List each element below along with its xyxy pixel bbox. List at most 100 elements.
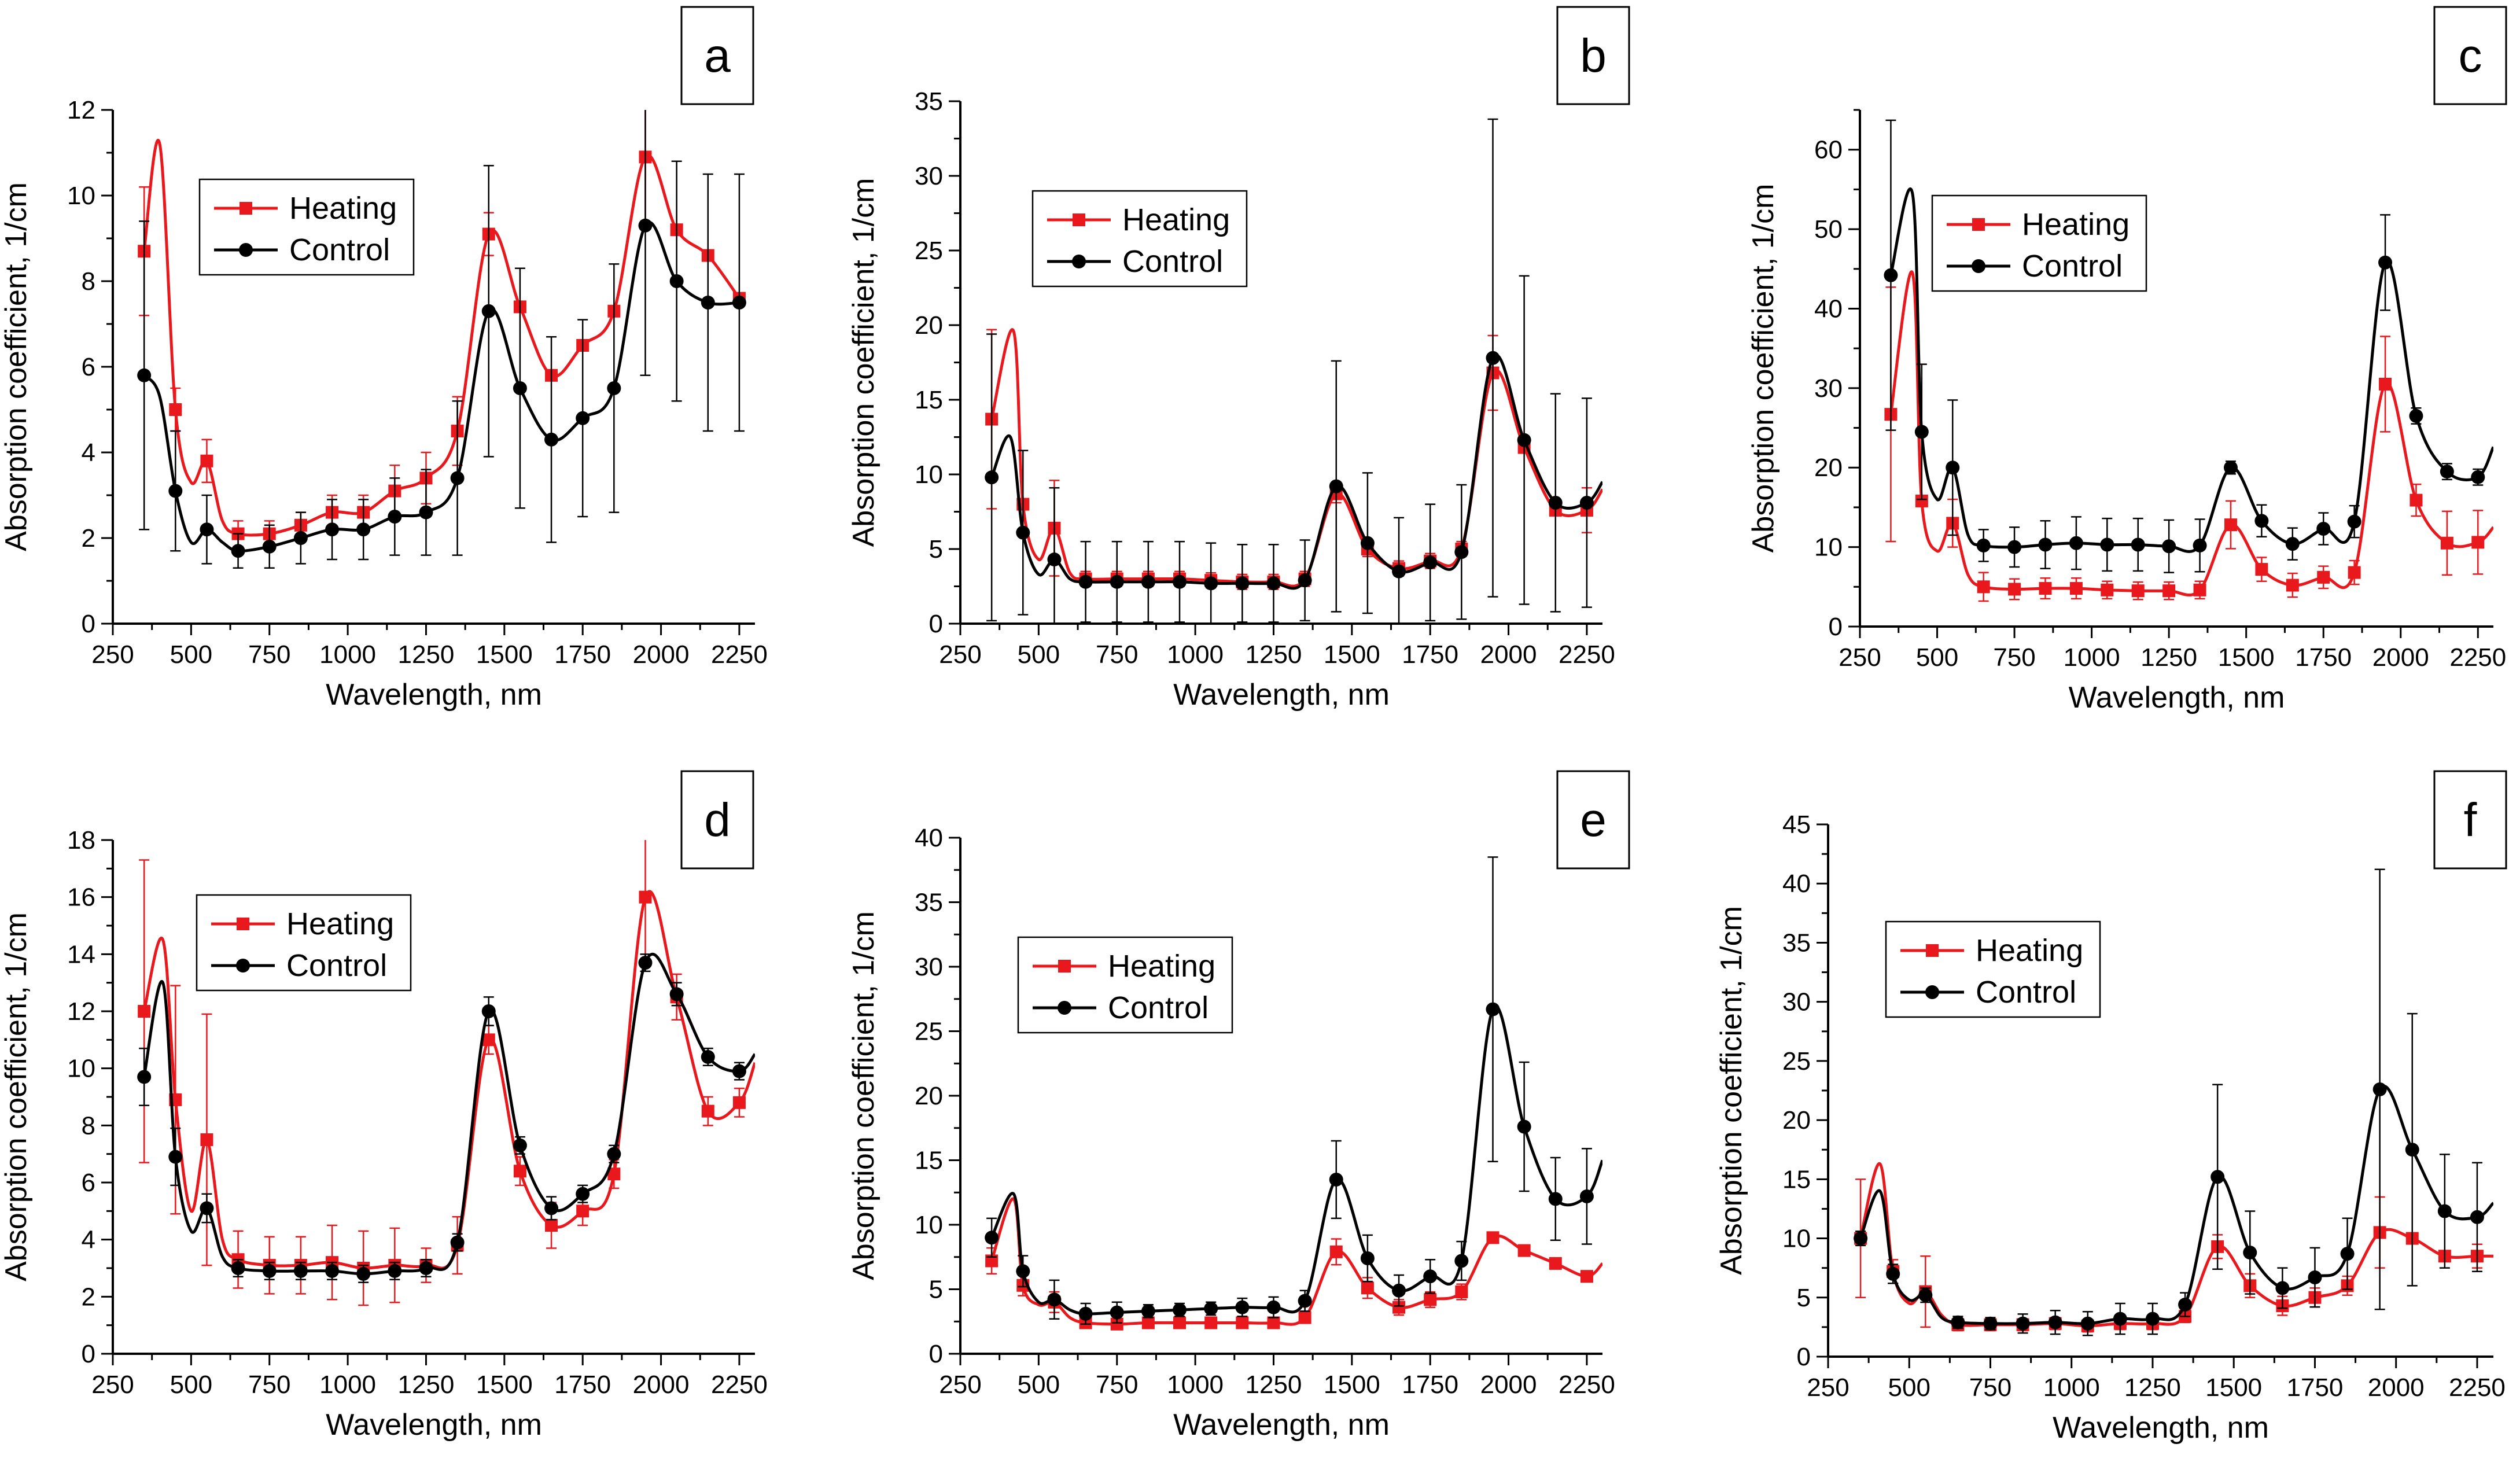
series-line: [142, 139, 740, 537]
data-point: [1549, 1257, 1562, 1270]
data-point: [2409, 408, 2423, 423]
x-tick-label: 1500: [476, 1371, 533, 1399]
data-point: [325, 522, 340, 537]
x-tick-label: 1500: [476, 640, 533, 669]
y-tick-label: 30: [1814, 374, 1843, 403]
data-point: [1424, 1293, 1437, 1306]
data-point: [607, 381, 621, 395]
data-point: [450, 471, 465, 485]
data-point: [1886, 1266, 1900, 1281]
x-axis-title: Wavelength, nm: [326, 678, 542, 712]
y-tick-label: 40: [1782, 870, 1811, 898]
x-tick-label: 1000: [319, 640, 376, 669]
data-point: [325, 1264, 340, 1278]
data-point: [419, 1261, 433, 1275]
data-point: [701, 1104, 714, 1118]
y-tick-label: 20: [915, 311, 943, 340]
y-tick-label: 10: [915, 1211, 943, 1239]
x-tick-label: 1500: [1324, 1371, 1380, 1399]
data-point: [2285, 537, 2300, 551]
legend-label: Heating: [1122, 202, 1230, 237]
data-point: [2379, 377, 2392, 391]
x-tick-label: 2000: [633, 1371, 690, 1399]
x-tick-label: 1750: [2295, 643, 2352, 672]
legend: Heating Control: [198, 178, 415, 276]
data-point: [985, 470, 999, 485]
y-tick-label: 10: [1782, 1225, 1811, 1253]
x-tick-label: 500: [1916, 643, 1958, 672]
y-tick-label: 15: [915, 386, 943, 414]
data-point: [1173, 1303, 1187, 1317]
x-tick-label: 1250: [398, 640, 455, 669]
legend-label: Control: [286, 948, 387, 983]
x-tick-label: 1250: [2140, 643, 2197, 672]
legend-label: Heating: [289, 191, 397, 226]
data-point: [1110, 574, 1124, 589]
data-point: [1047, 552, 1062, 567]
legend-marker: [1072, 255, 1086, 268]
data-point: [1361, 1281, 1374, 1295]
data-point: [2255, 563, 2268, 576]
data-point: [1141, 574, 1155, 589]
data-point: [231, 1261, 245, 1275]
data-point: [2178, 1298, 2193, 1312]
y-tick-label: 60: [1814, 136, 1843, 164]
data-point: [1517, 433, 1531, 447]
panel-label: f: [2464, 794, 2477, 846]
data-point: [1298, 1311, 1311, 1324]
panel-label-box: [680, 770, 754, 870]
data-point: [2308, 1270, 2322, 1285]
data-point: [1204, 576, 1218, 591]
y-axis-title: Absorption coefficient, 1/cm: [0, 182, 33, 551]
y-tick-label: 35: [915, 87, 943, 116]
data-point: [544, 1201, 559, 1215]
x-tick-label: 2000: [2368, 1373, 2425, 1402]
data-point: [2080, 1316, 2095, 1331]
data-point: [1047, 1292, 1062, 1307]
data-point: [388, 1264, 402, 1278]
series-heating: [138, 110, 746, 548]
data-point: [1914, 425, 1929, 439]
legend-box: [1017, 936, 1233, 1034]
legend-marker: [1972, 259, 1985, 273]
legend-label: Control: [289, 233, 390, 267]
x-tick-label: 1000: [2043, 1373, 2100, 1402]
data-point: [388, 510, 402, 524]
data-point: [1517, 1119, 1531, 1134]
legend-label: Heating: [286, 907, 394, 941]
x-tick-label: 2250: [1559, 640, 1615, 669]
x-tick-label: 750: [1096, 1371, 1138, 1399]
data-point: [732, 1064, 746, 1078]
data-point: [1329, 1245, 1343, 1258]
data-point: [2101, 583, 2114, 596]
series-control: [137, 952, 755, 1283]
data-point: [2254, 514, 2269, 528]
data-point: [2210, 1170, 2225, 1184]
legend-marker: [240, 202, 252, 215]
data-point: [482, 1033, 495, 1047]
data-point: [2048, 1315, 2062, 1329]
y-axis-title: Absorption coefficient, 1/cm: [1715, 906, 1748, 1275]
data-point: [576, 1205, 590, 1218]
x-tick-label: 2250: [2449, 643, 2506, 672]
panel-e: 250 500 750 1000 1250 1500 1750 2000 2250 0 5 10 15 2…: [847, 770, 1630, 1442]
series-heating: [1884, 270, 2493, 602]
data-point: [200, 1133, 213, 1146]
data-point: [732, 296, 746, 310]
data-point: [576, 1187, 590, 1201]
y-axis-title: Absorption coefficient, 1/cm: [847, 178, 880, 547]
data-point: [137, 1070, 152, 1084]
legend-label: Heating: [1976, 933, 2083, 968]
y-tick-label: 35: [1782, 929, 1811, 957]
data-point: [1884, 268, 1898, 282]
data-point: [2038, 537, 2053, 552]
y-tick-label: 2: [82, 524, 95, 552]
legend-marker: [1925, 985, 1939, 999]
x-tick-label: 1000: [319, 1371, 376, 1399]
data-point: [701, 296, 715, 310]
x-tick-label: 500: [170, 640, 212, 669]
data-point: [1016, 1264, 1030, 1279]
series-line: [1859, 1084, 2493, 1325]
x-axis-title: Wavelength, nm: [1173, 1408, 1390, 1442]
y-tick-label: 5: [929, 535, 943, 563]
